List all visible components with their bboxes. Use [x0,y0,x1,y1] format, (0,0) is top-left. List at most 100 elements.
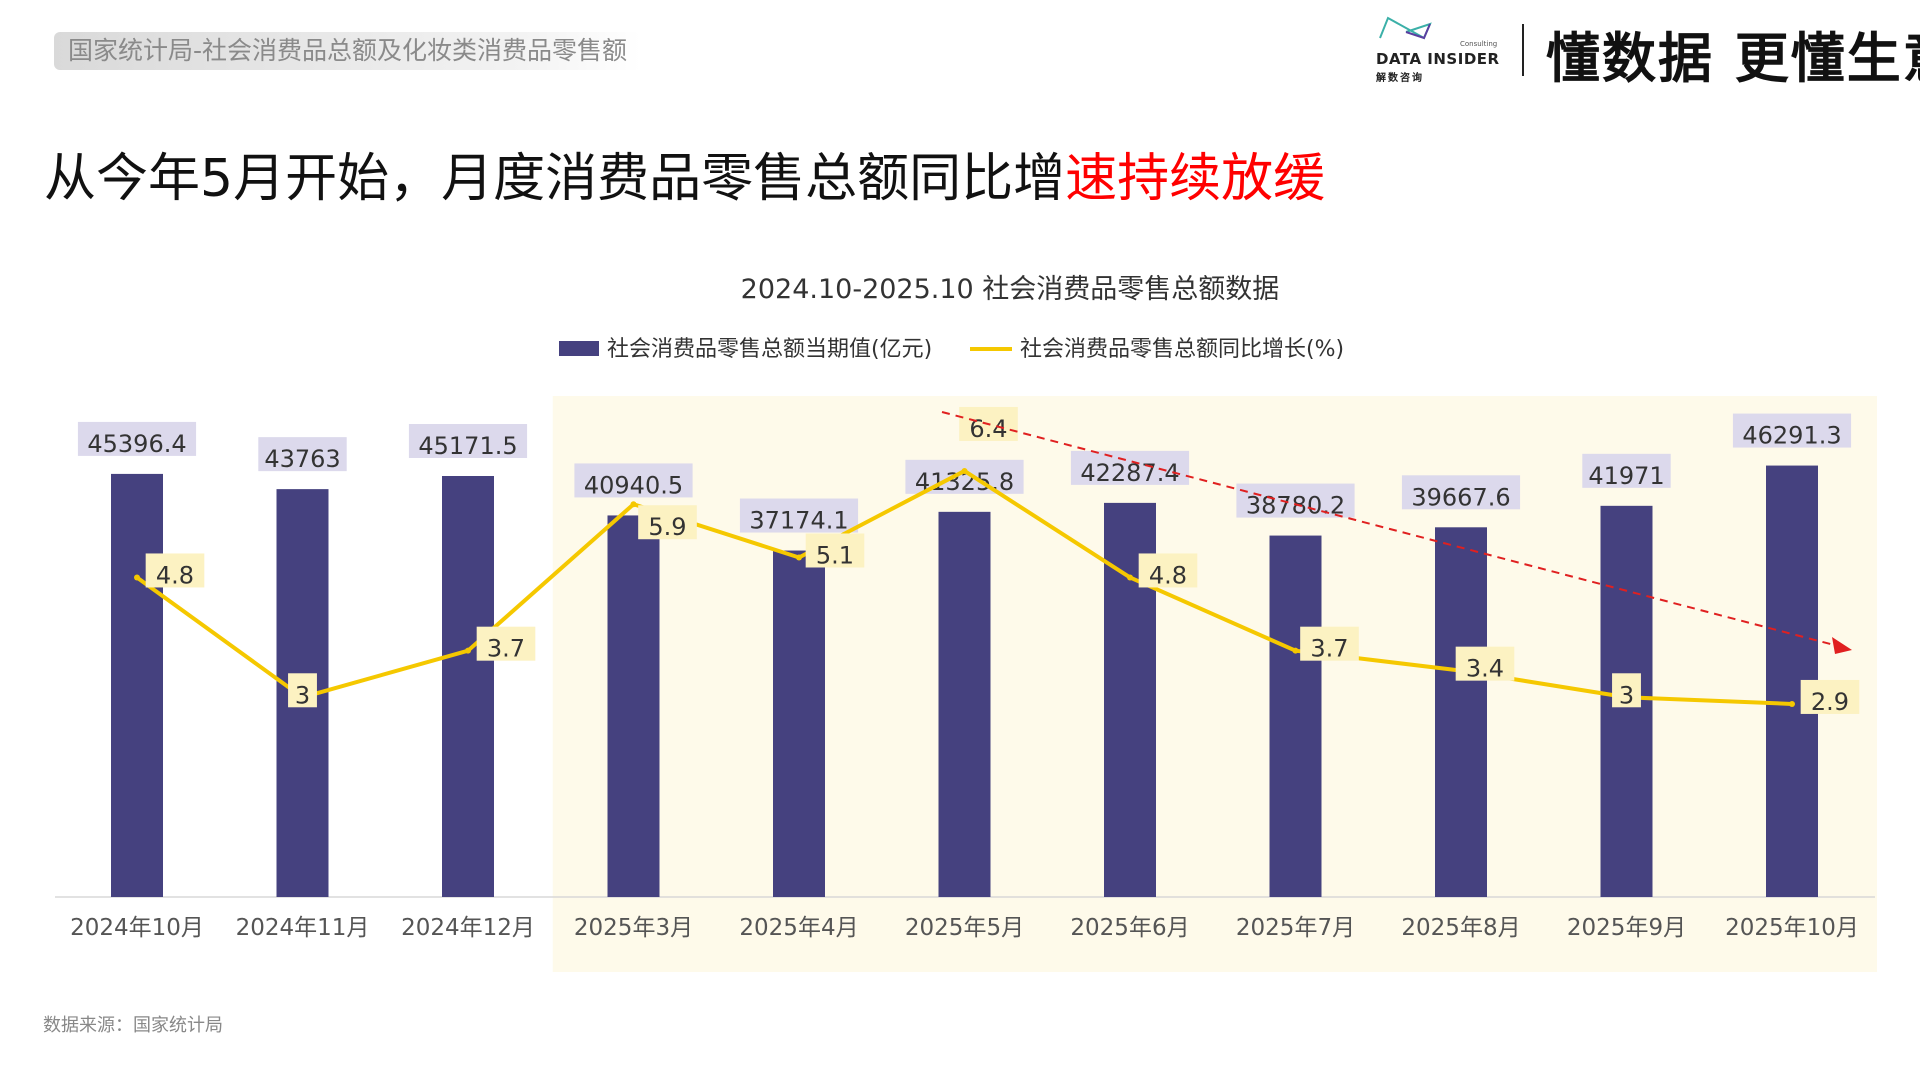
bar-value-label-text: 46291.3 [1742,422,1841,450]
x-tick-label: 2025年4月 [739,915,858,941]
growth-value-label-text: 3 [1619,681,1634,709]
bar-value-label-text: 45171.5 [418,432,517,460]
growth-point [1292,647,1299,654]
bar-value-label-bg [77,421,197,456]
growth-value-label-text: 5.9 [648,513,686,541]
bar-value-label-text: 38780.2 [1246,492,1345,520]
growth-point [630,501,637,508]
bar-value-label: 43763 [258,437,347,473]
headline-highlight: 速持续放缓 [1065,149,1326,209]
growth-value-label-bg [805,533,865,568]
growth-value-label-text: 3 [295,681,310,709]
logo-cn: 解数咨询 [1376,73,1424,84]
growth-value-label: 3.7 [1300,626,1359,663]
bar-value-label: 46291.3 [1732,413,1852,450]
bar-value-label: 45396.4 [77,421,197,458]
bar [1435,527,1487,897]
bar-value-label-bg [1732,413,1852,448]
x-tick-label: 2025年10月 [1725,915,1859,941]
x-tick-label: 2025年9月 [1567,915,1686,941]
bar [938,511,991,897]
x-tick-label: 2024年11月 [236,915,370,941]
growth-value-label-text: 2.9 [1811,688,1849,716]
bar-value-label-bg [258,437,347,472]
x-tick-label: 2024年10月 [70,915,204,941]
bar-value-label: 42287.4 [1070,450,1190,487]
growth-value-label: 5.1 [805,533,865,569]
bar-value-label-text: 42287.4 [1080,459,1179,487]
bar-value-label: 45171.5 [408,424,528,460]
bar-value-label-bg [1401,475,1521,510]
bar-value-label-text: 39667.6 [1411,483,1510,511]
trend-arrow-line [941,411,1839,647]
x-tick-label: 2024年12月 [401,915,535,941]
growth-value-label-bg [476,626,536,661]
x-tick-label: 2025年8月 [1401,915,1520,941]
growth-value-label-bg [1612,673,1641,708]
growth-value-label-bg [1300,626,1359,661]
bar-value-label-bg [1070,450,1190,485]
growth-value-label: 3 [1612,673,1641,709]
legend-swatch-bar [559,341,599,356]
growth-value-label-bg [1800,679,1860,714]
growth-value-label-text: 4.8 [156,561,194,589]
bar-value-label-text: 41971 [1588,462,1664,490]
bar-value-label-text: 45396.4 [87,430,186,458]
logo-consulting: Consulting [1460,40,1498,48]
chart-title: 2024.10-2025.10 社会消费品零售总额数据 [741,274,1280,305]
growth-value-label-text: 3.4 [1466,655,1504,683]
growth-value-label-text: 3.7 [487,635,525,663]
legend-label-bar: 社会消费品零售总额当期值(亿元) [607,337,932,362]
growth-value-label-bg [1455,646,1515,681]
x-tick-label: 2025年3月 [574,915,693,941]
growth-value-label: 3.4 [1455,646,1515,683]
bar [442,476,494,897]
growth-value-label: 3.7 [476,626,536,663]
growth-point [134,574,140,581]
trend-arrow-head [1832,637,1852,654]
growth-point [961,467,968,474]
x-tick-label: 2025年7月 [1236,915,1355,941]
growth-value-label-bg [288,673,317,708]
growth-value-label: 3 [288,673,317,709]
x-tick-label: 2025年6月 [1070,915,1189,941]
chart: 2024.10-2025.10 社会消费品零售总额数据社会消费品零售总额当期值(… [55,274,1877,972]
growth-value-label: 5.9 [638,505,697,541]
bar-value-label-text: 37174.1 [749,507,848,535]
headline-main: 从今年5月开始，月度消费品零售总额同比增 [44,149,1066,209]
bar-value-label-bg [905,459,1024,494]
bar-value-label-bg [1236,483,1355,518]
growth-point [1127,574,1133,581]
bar [773,550,825,897]
growth-value-label: 4.8 [145,553,205,589]
logo-name: DATA INSIDER [1376,50,1500,68]
section-tag: 国家统计局-社会消费品总额及化妆类消费品零售额 [54,32,642,70]
growth-value-label-bg [145,553,205,588]
bar-value-label-text: 43763 [264,445,340,473]
legend-label-line: 社会消费品零售总额同比增长(%) [1020,337,1344,362]
growth-value-label-bg [638,505,697,540]
bar-value-label-bg [574,463,693,498]
growth-value-label-text: 6.4 [969,415,1007,443]
growth-value-label: 2.9 [1800,679,1860,716]
growth-point [796,554,802,561]
header-divider [1522,24,1524,76]
bar-value-label: 37174.1 [739,498,859,535]
slogan: 懂数据 更懂生意 [1546,27,1920,90]
logo-icon [1379,16,1432,40]
bar-value-label-bg [1582,453,1671,488]
bar [111,473,163,897]
growth-value-label-text: 5.1 [816,541,854,569]
x-tick-label: 2025年5月 [905,915,1024,941]
growth-point [465,647,471,654]
bar-value-label-text: 40940.5 [584,471,683,499]
data-insider-logo: Consulting DATA INSIDER 解数咨询 [1376,16,1501,84]
bar-value-label: 39667.6 [1401,475,1521,511]
growth-value-label: 4.8 [1138,553,1198,589]
growth-point [1789,700,1795,707]
bar-value-label: 41971 [1582,453,1671,490]
bar-value-label-bg [739,498,859,533]
bar [1269,535,1322,897]
bar-value-label: 40940.5 [574,463,693,499]
headline: 从今年5月开始，月度消费品零售总额同比增速持续放缓 [44,136,1325,211]
